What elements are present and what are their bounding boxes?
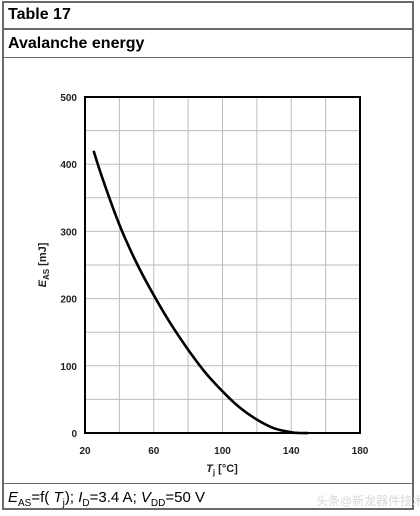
top-rule <box>2 1 414 3</box>
table-frame <box>2 2 414 510</box>
caption-tj: T <box>53 489 63 506</box>
x-axis-label: Tj [°C] <box>206 463 238 477</box>
y-tick-label: 500 <box>60 93 77 104</box>
x-tick-label: 180 <box>352 446 369 457</box>
caption: EAS=f( Tj); ID=3.4 A; VDD=50 V <box>8 489 205 509</box>
caption-vdd-val: =50 V <box>165 489 205 506</box>
caption-id-sub: D <box>82 498 90 509</box>
footer-rule <box>2 483 414 484</box>
chart-title: Avalanche energy <box>8 35 145 52</box>
caption-mid: ); <box>64 489 79 506</box>
y-tick-label: 200 <box>60 295 77 306</box>
y-tick-label: 300 <box>60 227 77 238</box>
x-tick-label: 140 <box>283 446 300 457</box>
caption-vdd: V <box>140 489 151 506</box>
y-tick-labels: 0 100 200 300 400 500 <box>60 93 77 440</box>
caption-id-val: =3.4 A; <box>89 489 141 506</box>
x-tick-label: 20 <box>79 446 91 457</box>
table-label: Table 17 <box>8 6 71 23</box>
chart-grid <box>84 96 361 434</box>
watermark: 头条@新龙器件技术 <box>316 494 420 508</box>
y-tick-label: 100 <box>60 362 77 373</box>
x-tick-labels: 20 60 100 140 180 <box>79 446 368 457</box>
series-line <box>92 150 309 435</box>
title-row <box>2 28 414 58</box>
x-tick-label: 100 <box>214 446 231 457</box>
caption-vdd-sub: DD <box>150 498 166 509</box>
y-tick-label: 0 <box>71 429 77 440</box>
plot-border <box>84 96 361 434</box>
y-axis-label: EAS [mJ] <box>37 242 51 287</box>
caption-tj-sub: j <box>62 498 65 509</box>
x-tick-label: 60 <box>148 446 160 457</box>
caption-e: E <box>8 489 19 506</box>
caption-eq: =f( <box>31 489 54 506</box>
y-tick-label: 400 <box>60 160 77 171</box>
caption-id: I <box>78 489 83 506</box>
caption-e-sub: AS <box>18 498 32 509</box>
